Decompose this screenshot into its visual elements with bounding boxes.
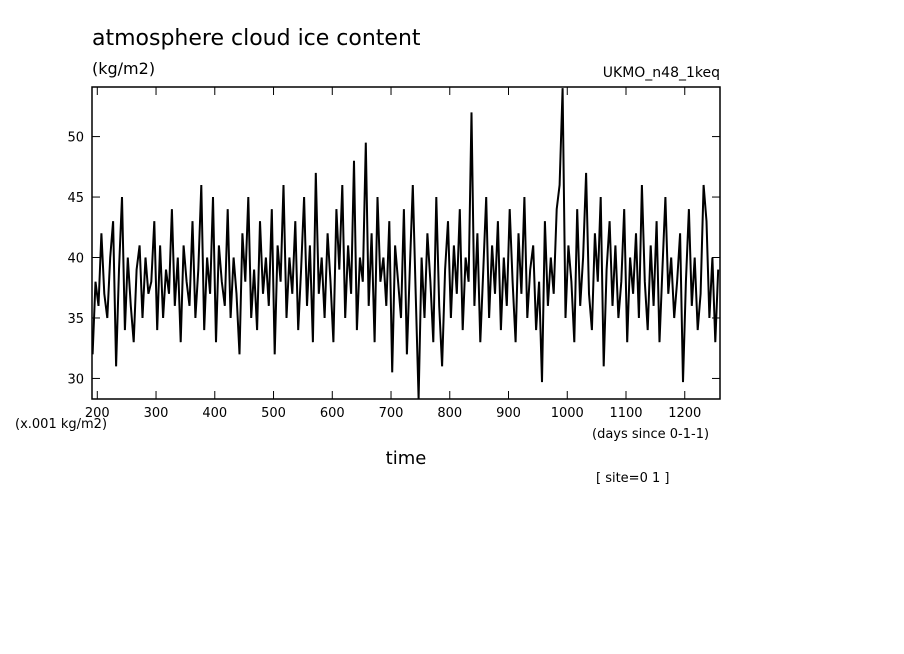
chart-subtitle: (kg/m2)	[92, 59, 155, 78]
y-units: (x.001 kg/m2)	[15, 417, 107, 432]
x-units: (days since 0-1-1)	[592, 427, 709, 442]
y-tick-label: 45	[67, 191, 84, 206]
y-tick-label: 35	[67, 312, 84, 327]
x-tick-label: 300	[144, 406, 169, 421]
x-tick-label: 800	[437, 406, 462, 421]
y-tick-label: 30	[67, 372, 84, 387]
y-tick-label: 40	[67, 252, 84, 267]
x-tick-label: 1200	[668, 406, 701, 421]
x-tick-label: 500	[261, 406, 286, 421]
x-axis-label: time	[386, 448, 427, 469]
x-tick-label: 200	[85, 406, 110, 421]
plot-frame	[91, 86, 721, 400]
y-tick-label: 50	[67, 131, 84, 146]
x-tick-label: 900	[496, 406, 521, 421]
chart-title: atmosphere cloud ice content	[92, 26, 421, 51]
model-label: UKMO_n48_1keq	[603, 65, 720, 81]
x-tick-label: 600	[320, 406, 345, 421]
data-line	[91, 88, 720, 400]
annotation: [ site=0 1 ]	[596, 471, 669, 486]
x-tick-label: 1000	[551, 406, 584, 421]
x-tick-label: 700	[379, 406, 404, 421]
x-tick-label: 400	[202, 406, 227, 421]
x-tick-label: 1100	[609, 406, 642, 421]
